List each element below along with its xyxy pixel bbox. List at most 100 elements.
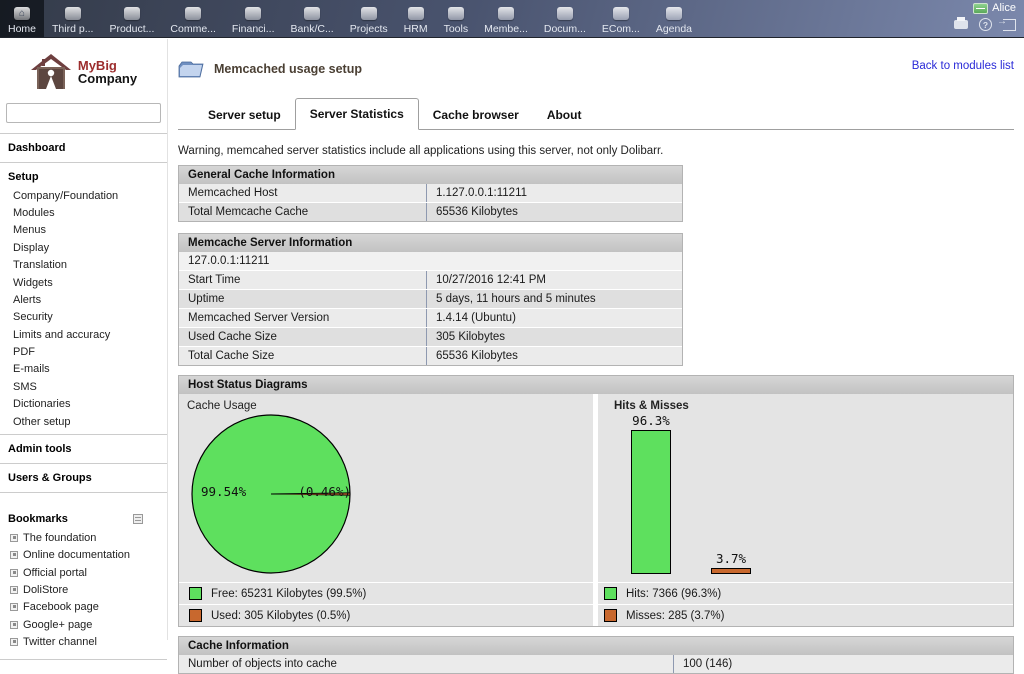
nav-bank-cash[interactable]: Bank/C... [283, 0, 342, 37]
sidebar-item-admin-tools[interactable]: Admin tools [8, 443, 72, 456]
sidebar-item-widgets[interactable]: Widgets [13, 276, 53, 289]
nav-label: Bank/C... [290, 23, 334, 35]
page-title: Memcached usage setup [214, 62, 362, 76]
bookmark-facebook-page[interactable]: Facebook page [0, 599, 167, 616]
sidebar-item-security[interactable]: Security [13, 311, 53, 324]
cache-information-table: Cache Information Number of objects into… [178, 636, 1014, 674]
bank-cash-icon [304, 7, 321, 20]
nav-agenda[interactable]: Agenda [648, 0, 700, 37]
logo-text-line2: Company [77, 71, 138, 86]
row-label: Memcached Host [188, 187, 278, 199]
bookmark-label: DoliStore [23, 584, 69, 597]
nav-financial[interactable]: Financi... [224, 0, 283, 37]
cache-usage-pie-chart [191, 414, 351, 574]
external-link-icon [10, 551, 18, 560]
sidebar-item-setup[interactable]: Setup [8, 171, 39, 183]
bookmark-online-documentation[interactable]: Online documentation [0, 547, 167, 564]
host-status-diagrams-section: Host Status Diagrams Cache Usage 99.54% … [178, 375, 1014, 627]
used-legend-label: Used: 305 Kilobytes (0.5%) [211, 609, 351, 622]
print-icon[interactable] [954, 17, 968, 29]
bookmark-label: Online documentation [23, 549, 131, 562]
nav-members[interactable]: Membe... [476, 0, 536, 37]
bookmark-dolistore[interactable]: DoliStore [0, 581, 167, 598]
search-input[interactable] [6, 103, 161, 123]
sidebar-item-emails[interactable]: E-mails [13, 363, 50, 376]
nav-third-parties[interactable]: Third p... [44, 0, 101, 37]
sidebar-item-translation[interactable]: Translation [13, 259, 68, 272]
row-label: Uptime [188, 293, 225, 305]
projects-icon [360, 7, 377, 20]
sidebar-item-company-foundation[interactable]: Company/Foundation [13, 189, 119, 202]
nav-label: ECom... [601, 23, 640, 35]
bookmarks-manage-icon[interactable] [133, 514, 143, 525]
bookmark-label: Facebook page [23, 601, 99, 614]
row-value: 100 (146) [673, 655, 1013, 673]
nav-hrm[interactable]: HRM [396, 0, 436, 37]
table-title: Memcache Server Information [179, 234, 682, 252]
members-icon [497, 7, 514, 20]
nav-label: Third p... [52, 23, 94, 35]
bookmark-the-foundation[interactable]: The foundation [0, 529, 167, 546]
nav-tools[interactable]: Tools [436, 0, 477, 37]
memcache-server-information-table: Memcache Server Information 127.0.0.1:11… [178, 233, 683, 366]
user-avatar [973, 2, 989, 14]
nav-projects[interactable]: Projects [342, 0, 396, 37]
company-logo[interactable]: MyBig Company [0, 53, 167, 91]
hits-bar-rect [631, 430, 671, 574]
logout-icon[interactable] [997, 16, 1016, 31]
external-link-icon [10, 603, 18, 612]
sidebar: MyBig Company Dashboard Setup Company/Fo… [0, 39, 168, 660]
sidebar-item-dictionaries[interactable]: Dictionaries [13, 398, 71, 411]
sidebar-item-menus[interactable]: Menus [13, 224, 47, 237]
nav-label: Projects [349, 23, 388, 35]
sidebar-item-sms[interactable]: SMS [13, 380, 37, 393]
row-label: Memcached Server Version [188, 312, 330, 324]
row-value: 1.127.0.0.1:11211 [426, 184, 682, 202]
sidebar-item-users-groups[interactable]: Users & Groups [8, 472, 92, 485]
misses-legend-label: Misses: 285 (3.7%) [626, 609, 725, 622]
misses-bar-rect [711, 568, 751, 574]
documents-icon [556, 7, 573, 20]
sidebar-item-alerts[interactable]: Alerts [13, 293, 42, 306]
cache-usage-chart-pane: Cache Usage 99.54% (0.46%) [179, 394, 593, 582]
legend-row: Used: 305 Kilobytes (0.5%) Misses: 285 (… [179, 604, 1013, 626]
sidebar-item-display[interactable]: Display [13, 241, 50, 254]
row-value: 1.4.14 (Ubuntu) [426, 309, 682, 327]
nav-products[interactable]: Product... [101, 0, 162, 37]
bookmark-google-plus-page[interactable]: Google+ page [0, 616, 167, 633]
nav-home[interactable]: ⌂ Home [0, 0, 45, 37]
nav-label: Comme... [170, 23, 216, 35]
products-icon [123, 7, 140, 20]
tools-icon [447, 7, 464, 20]
server-host: 127.0.0.1:11211 [188, 255, 270, 267]
tab-about[interactable]: About [546, 108, 582, 122]
sidebar-item-pdf[interactable]: PDF [13, 346, 35, 359]
row-value: 305 Kilobytes [426, 328, 682, 346]
bookmark-twitter-channel[interactable]: Twitter channel [0, 634, 167, 651]
tab-cache-browser[interactable]: Cache browser [432, 108, 519, 122]
pie-free-percent-label: 99.54% [201, 484, 247, 499]
bookmark-official-portal[interactable]: Official portal [0, 564, 167, 581]
sidebar-item-limits-accuracy[interactable]: Limits and accuracy [13, 328, 111, 341]
help-icon[interactable]: ? [979, 18, 992, 31]
sidebar-item-other-setup[interactable]: Other setup [13, 415, 71, 428]
nav-commercial[interactable]: Comme... [162, 0, 224, 37]
back-to-modules-link[interactable]: Back to modules list [911, 60, 1014, 72]
company-logo-image [30, 54, 71, 89]
bookmarks-header: Bookmarks [8, 513, 68, 526]
row-label: Used Cache Size [188, 331, 277, 343]
nav-ecommerce[interactable]: ECom... [594, 0, 648, 37]
financial-icon [245, 7, 262, 20]
pie-used-percent-label: (0.46%) [298, 484, 351, 499]
user-menu[interactable]: Alice [954, 2, 1016, 14]
tab-server-setup[interactable]: Server setup [208, 108, 281, 122]
table-row: Total Memcache Cache 65536 Kilobytes [179, 202, 682, 221]
nav-documents[interactable]: Docum... [536, 0, 594, 37]
sidebar-item-modules[interactable]: Modules [13, 207, 55, 220]
sidebar-item-dashboard[interactable]: Dashboard [8, 142, 66, 154]
folder-icon [178, 61, 204, 78]
free-legend-label: Free: 65231 Kilobytes (99.5%) [211, 587, 367, 600]
row-label: Number of objects into cache [188, 658, 337, 670]
tab-server-statistics[interactable]: Server Statistics [294, 98, 419, 130]
row-value: 10/27/2016 12:41 PM [426, 271, 682, 289]
